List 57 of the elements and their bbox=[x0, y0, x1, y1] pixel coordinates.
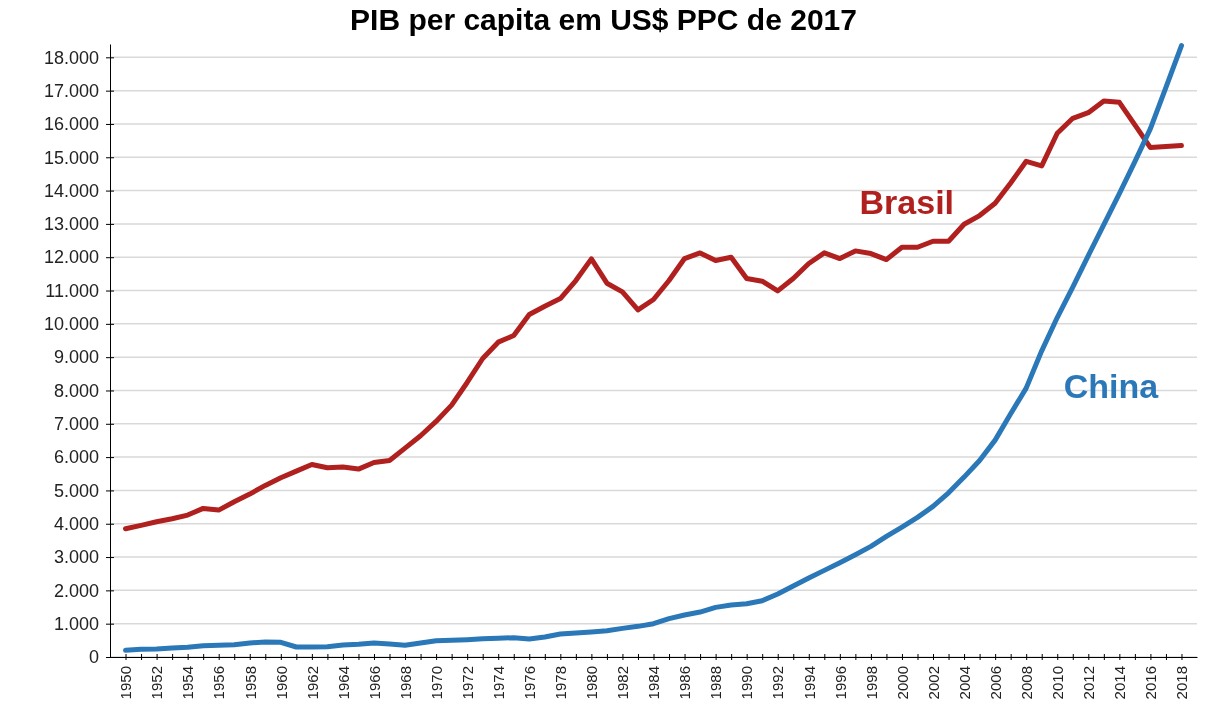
x-tick-label: 1998 bbox=[862, 666, 880, 700]
x-tick-label: 2012 bbox=[1080, 666, 1098, 700]
series-label: Brasil bbox=[859, 183, 955, 222]
x-tick-label: 1994 bbox=[800, 666, 818, 700]
y-tick-label: 17.000 bbox=[43, 80, 99, 101]
series-label: China bbox=[1063, 367, 1160, 406]
x-tick-label: 1990 bbox=[738, 666, 756, 700]
x-tick-label: 1970 bbox=[427, 666, 445, 700]
x-tick-label: 1992 bbox=[769, 666, 787, 700]
y-tick-label: 3.000 bbox=[53, 547, 99, 568]
x-tick-label: 1974 bbox=[489, 666, 507, 700]
x-tick-label: 1986 bbox=[676, 666, 694, 700]
y-tick-label: 5.000 bbox=[53, 480, 99, 501]
y-tick-label: 7.000 bbox=[53, 414, 99, 435]
x-tick-label: 2000 bbox=[893, 666, 911, 700]
x-tick-label: 1960 bbox=[272, 666, 290, 700]
y-tick-label: 18.000 bbox=[43, 47, 99, 68]
x-tick-label: 1976 bbox=[521, 666, 539, 700]
x-tick-label: 1972 bbox=[458, 666, 476, 700]
x-tick-label: 1958 bbox=[241, 666, 259, 700]
x-tick-label: 2014 bbox=[1111, 666, 1129, 700]
x-tick-label: 2010 bbox=[1048, 666, 1066, 700]
x-tick-label: 1956 bbox=[210, 666, 228, 700]
y-tick-label: 2.000 bbox=[53, 580, 99, 601]
y-tick-label: 0 bbox=[88, 647, 99, 668]
x-tick-label: 1978 bbox=[552, 666, 570, 700]
x-tick-label: 1966 bbox=[365, 666, 383, 700]
y-tick-label: 1.000 bbox=[53, 613, 99, 634]
y-tick-label: 15.000 bbox=[43, 147, 99, 168]
x-tick-label: 1982 bbox=[614, 666, 632, 700]
x-tick-label: 1996 bbox=[831, 666, 849, 700]
x-tick-label: 1954 bbox=[179, 666, 197, 700]
y-tick-label: 10.000 bbox=[43, 314, 99, 335]
x-tick-label: 1964 bbox=[334, 666, 352, 700]
x-tick-label: 2008 bbox=[1017, 666, 1035, 700]
x-tick-label: 2002 bbox=[924, 666, 942, 700]
x-tick-label: 2004 bbox=[955, 666, 973, 700]
x-tick-label: 2006 bbox=[986, 666, 1004, 700]
x-tick-label: 1950 bbox=[117, 666, 135, 700]
x-tick-label: 1968 bbox=[396, 666, 414, 700]
y-tick-label: 6.000 bbox=[53, 447, 99, 468]
x-tick-label: 1988 bbox=[707, 666, 725, 700]
y-tick-label: 11.000 bbox=[45, 280, 99, 301]
x-tick-label: 1952 bbox=[148, 666, 166, 700]
chart-title: PIB per capita em US$ PPC de 2017 bbox=[350, 3, 857, 36]
x-tick-label: 2016 bbox=[1142, 666, 1160, 700]
y-tick-label: 13.000 bbox=[43, 214, 99, 235]
y-tick-label: 4.000 bbox=[53, 514, 99, 534]
y-tick-label: 8.000 bbox=[53, 380, 99, 401]
y-tick-label: 14.000 bbox=[43, 180, 99, 201]
x-tick-label: 1962 bbox=[303, 666, 321, 700]
y-tick-label: 9.000 bbox=[53, 347, 99, 368]
x-tick-label: 1984 bbox=[645, 666, 663, 700]
y-tick-label: 16.000 bbox=[43, 114, 99, 135]
y-tick-label: 12.000 bbox=[43, 247, 99, 268]
x-tick-label: 1980 bbox=[583, 666, 601, 700]
x-tick-label: 2018 bbox=[1173, 666, 1191, 700]
